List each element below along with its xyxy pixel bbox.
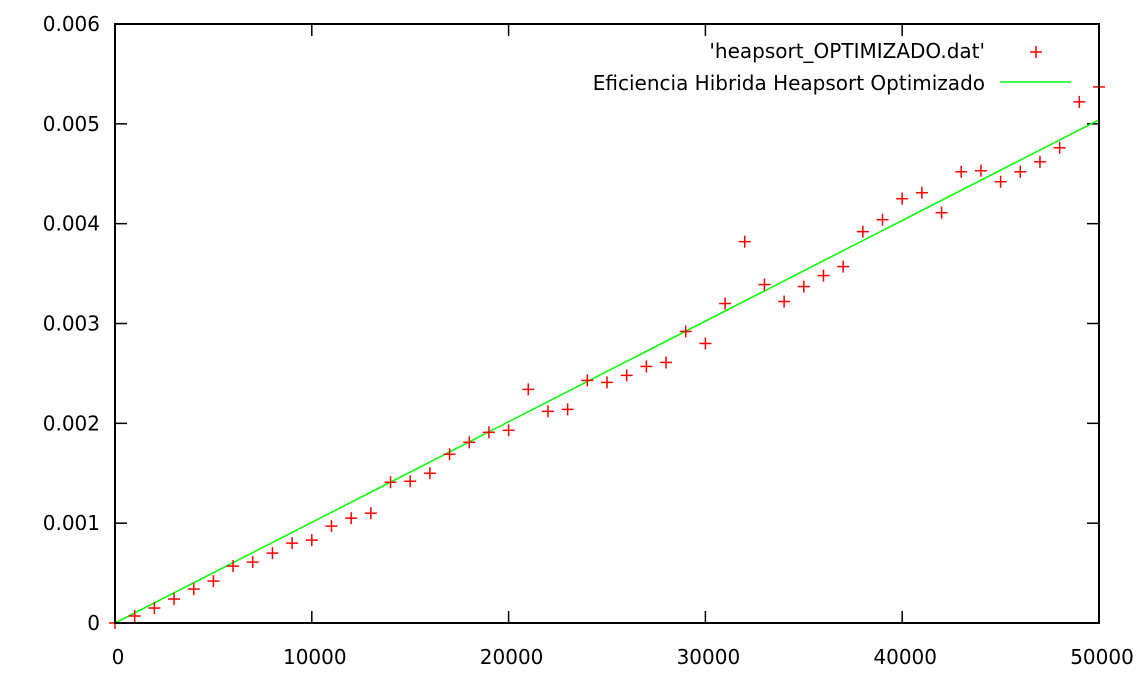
data-point bbox=[227, 560, 240, 573]
data-point bbox=[1014, 165, 1027, 178]
x-tick-label: 0 bbox=[112, 645, 125, 669]
legend-label-line: Eficiencia Hibrida Heapsort Optimizado bbox=[593, 71, 985, 95]
data-point bbox=[168, 593, 181, 606]
data-point bbox=[679, 325, 692, 338]
data-point bbox=[463, 436, 476, 449]
data-point bbox=[443, 448, 456, 461]
data-point bbox=[994, 175, 1007, 188]
data-point bbox=[955, 165, 968, 178]
data-point bbox=[581, 374, 594, 387]
fit-line bbox=[114, 119, 1100, 624]
data-point bbox=[502, 424, 515, 437]
data-point bbox=[719, 297, 732, 310]
data-point bbox=[246, 556, 259, 569]
data-point bbox=[601, 376, 613, 389]
y-tick-label: 0.006 bbox=[43, 12, 100, 36]
x-tick-label: 50000 bbox=[1070, 645, 1134, 669]
data-point bbox=[1033, 155, 1046, 168]
data-point bbox=[148, 602, 161, 615]
y-tick-label: 0 bbox=[87, 611, 100, 635]
data-point bbox=[640, 360, 653, 373]
data-point bbox=[856, 225, 869, 238]
data-point bbox=[207, 575, 220, 588]
data-point bbox=[797, 280, 810, 293]
data-point bbox=[541, 405, 554, 418]
data-point bbox=[1073, 95, 1086, 108]
data-point bbox=[915, 186, 928, 199]
data-point bbox=[896, 192, 909, 205]
data-point bbox=[404, 475, 417, 488]
y-tick-label: 0.002 bbox=[43, 411, 100, 435]
x-tick-label: 20000 bbox=[480, 645, 544, 669]
data-point bbox=[286, 537, 299, 550]
data-point bbox=[876, 213, 889, 226]
data-point bbox=[738, 235, 751, 248]
data-point bbox=[522, 383, 535, 396]
x-tick-label: 10000 bbox=[283, 645, 347, 669]
plot-area bbox=[109, 80, 1105, 629]
data-point bbox=[345, 512, 358, 525]
legend-label-points: 'heapsort_OPTIMIZADO.dat' bbox=[709, 39, 985, 63]
data-point bbox=[620, 369, 633, 382]
data-point bbox=[699, 337, 712, 350]
data-point bbox=[187, 583, 200, 596]
x-tick-label: 30000 bbox=[677, 645, 741, 669]
data-point bbox=[364, 507, 377, 520]
x-tick-label: 40000 bbox=[873, 645, 937, 669]
data-point bbox=[660, 356, 673, 369]
data-point bbox=[935, 206, 948, 219]
axis-tick-labels: 0 10000 20000 30000 40000 50000 0 0.001 0.002 0.0… bbox=[43, 12, 1134, 669]
y-tick-label: 0.003 bbox=[43, 312, 100, 336]
data-point bbox=[325, 520, 338, 533]
axis-ticks bbox=[114, 23, 1100, 624]
data-point bbox=[837, 260, 850, 273]
data-point bbox=[758, 278, 771, 291]
y-tick-label: 0.005 bbox=[43, 112, 100, 136]
data-point bbox=[1053, 141, 1066, 154]
y-tick-label: 0.004 bbox=[43, 212, 100, 236]
data-point bbox=[305, 534, 318, 547]
data-point bbox=[974, 164, 987, 177]
data-point bbox=[778, 295, 791, 308]
legend: 'heapsort_OPTIMIZADO.dat' Eficiencia Hibr… bbox=[593, 39, 1071, 95]
data-point bbox=[266, 547, 279, 560]
data-point bbox=[817, 269, 830, 282]
data-point bbox=[384, 476, 397, 489]
data-point bbox=[561, 403, 574, 416]
data-point bbox=[128, 610, 141, 623]
data-point bbox=[482, 426, 495, 439]
legend-marker-points bbox=[1030, 46, 1042, 58]
plot-frame bbox=[114, 23, 1100, 624]
y-tick-label: 0.001 bbox=[43, 511, 100, 535]
data-point bbox=[423, 467, 436, 480]
